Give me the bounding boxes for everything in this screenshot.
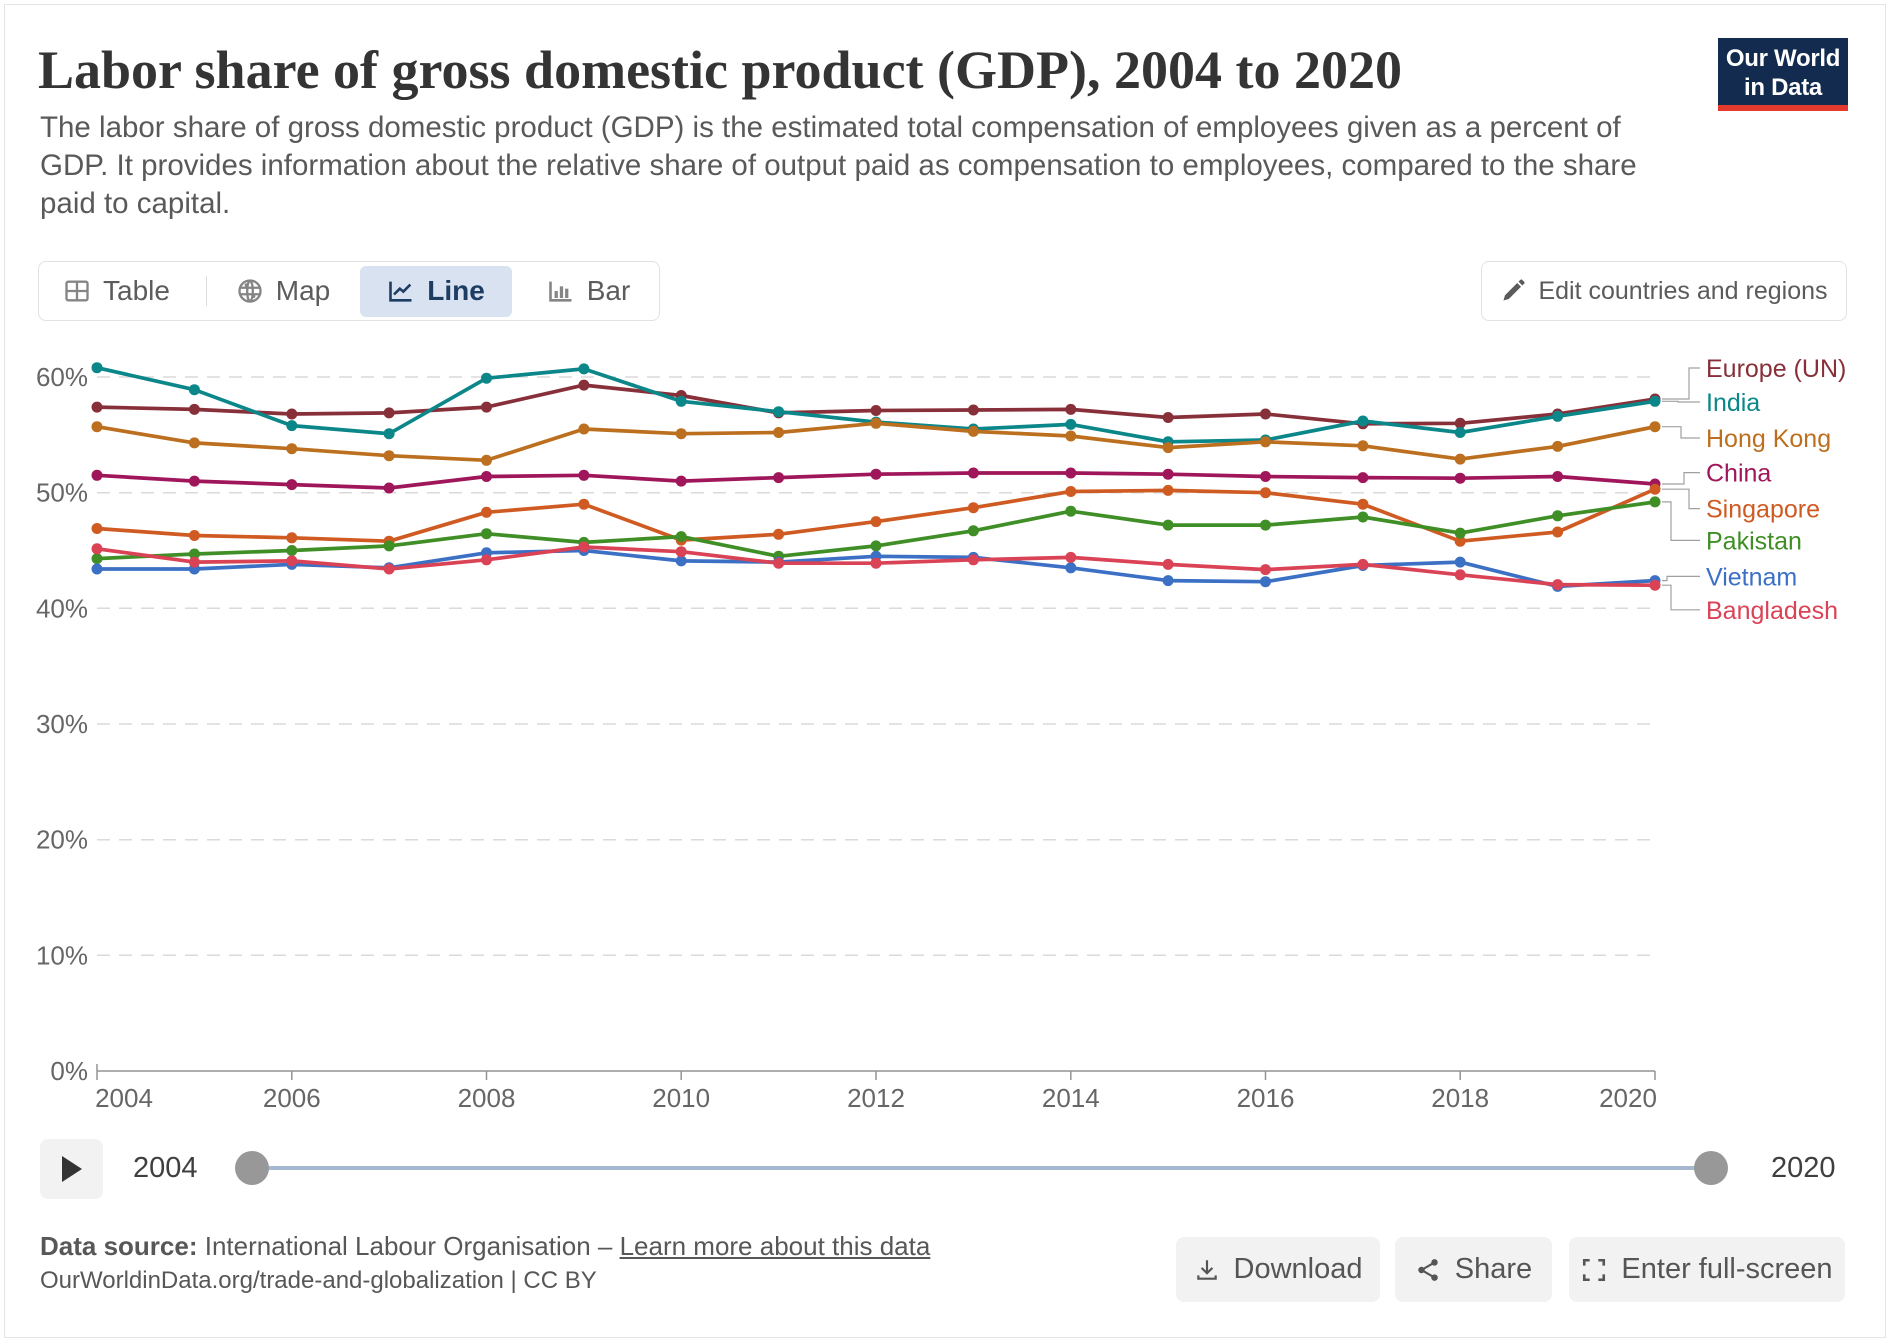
svg-text:2004: 2004 [95, 1083, 153, 1113]
svg-text:0%: 0% [50, 1056, 88, 1086]
svg-text:Singapore: Singapore [1706, 496, 1820, 524]
svg-text:50%: 50% [36, 478, 88, 508]
svg-text:2010: 2010 [652, 1083, 710, 1113]
svg-text:Pakistan: Pakistan [1706, 527, 1802, 555]
svg-text:2012: 2012 [847, 1083, 905, 1113]
svg-text:Vietnam: Vietnam [1706, 563, 1797, 591]
svg-text:60%: 60% [36, 362, 88, 392]
svg-text:Europe (UN): Europe (UN) [1706, 355, 1846, 383]
svg-text:India: India [1706, 389, 1760, 417]
svg-text:10%: 10% [36, 940, 88, 970]
svg-text:2008: 2008 [458, 1083, 516, 1113]
svg-text:30%: 30% [36, 709, 88, 739]
svg-text:2018: 2018 [1431, 1083, 1489, 1113]
svg-text:2016: 2016 [1237, 1083, 1295, 1113]
svg-text:2020: 2020 [1599, 1083, 1657, 1113]
svg-text:20%: 20% [36, 825, 88, 855]
svg-text:Bangladesh: Bangladesh [1706, 597, 1838, 625]
svg-text:2014: 2014 [1042, 1083, 1100, 1113]
svg-text:Hong Kong: Hong Kong [1706, 425, 1831, 453]
svg-text:40%: 40% [36, 593, 88, 623]
svg-text:China: China [1706, 460, 1771, 488]
svg-text:2006: 2006 [263, 1083, 321, 1113]
